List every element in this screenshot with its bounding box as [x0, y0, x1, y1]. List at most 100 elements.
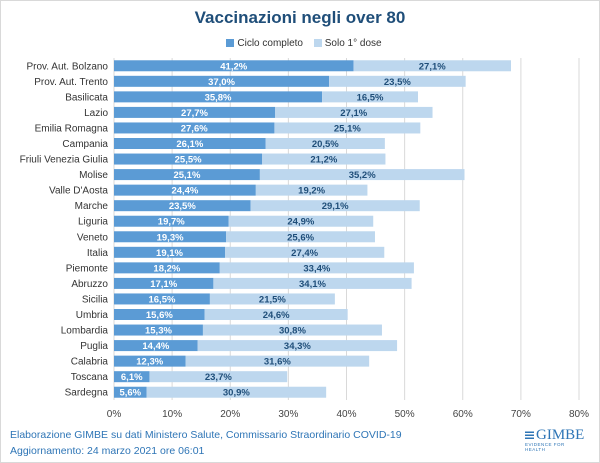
category-label: Friuli Venezia Giulia — [20, 155, 109, 166]
data-label: 33,4% — [303, 263, 330, 274]
logo-mark-icon — [525, 430, 534, 439]
category-label: Veneto — [77, 232, 109, 243]
bar-solo-prima-dose — [322, 91, 418, 103]
category-label: Abruzzo — [71, 279, 108, 290]
data-label: 6,1% — [121, 372, 143, 383]
data-label: 16,5% — [148, 294, 175, 305]
data-label: 19,7% — [158, 217, 185, 228]
gimbe-logo: GIMBE EVIDENCE FOR HEALTH — [525, 428, 585, 452]
legend: Ciclo completo Solo 1° dose — [0, 38, 600, 49]
bar-solo-prima-dose — [228, 215, 374, 227]
footer-source: Elaborazione GIMBE su dati Ministero Sal… — [10, 429, 402, 441]
data-label: 30,9% — [223, 388, 250, 399]
bar-solo-prima-dose — [226, 231, 375, 243]
bar-ciclo-completo — [114, 246, 226, 258]
data-label: 15,3% — [145, 326, 172, 337]
data-label: 24,9% — [287, 217, 314, 228]
data-label: 35,8% — [205, 92, 232, 103]
data-label: 34,1% — [299, 279, 326, 290]
bar-ciclo-completo — [114, 355, 186, 367]
bar-ciclo-completo — [114, 215, 229, 227]
x-tick-label: 60% — [453, 409, 473, 420]
x-tick-label: 80% — [569, 409, 589, 420]
legend-label-solo-prima-dose: Solo 1° dose — [324, 38, 382, 49]
data-label: 23,5% — [384, 77, 411, 88]
x-tick-label: 10% — [162, 409, 182, 420]
bar-solo-prima-dose — [275, 106, 433, 118]
bar-solo-prima-dose — [353, 60, 511, 72]
data-label: 15,6% — [146, 310, 173, 321]
data-label: 16,5% — [357, 92, 384, 103]
bar-ciclo-completo — [114, 371, 150, 383]
bar-solo-prima-dose — [149, 371, 288, 383]
data-label: 25,1% — [334, 123, 361, 134]
data-label: 24,4% — [171, 186, 198, 197]
bar-solo-prima-dose — [219, 262, 414, 274]
bar-ciclo-completo — [114, 169, 260, 181]
category-label: Valle D'Aosta — [49, 186, 108, 197]
category-label: Lombardia — [61, 326, 109, 337]
data-label: 19,3% — [157, 232, 184, 243]
bar-ciclo-completo — [114, 293, 210, 305]
category-label: Basilicata — [65, 92, 108, 103]
data-label: 35,2% — [349, 170, 376, 181]
category-label: Puglia — [80, 341, 108, 352]
bar-ciclo-completo — [114, 231, 227, 243]
category-label: Liguria — [78, 217, 108, 228]
data-label: 5,6% — [119, 388, 141, 399]
bar-ciclo-completo — [114, 200, 251, 212]
bar-solo-prima-dose — [329, 75, 466, 87]
data-label: 19,2% — [298, 186, 325, 197]
x-tick-label: 0% — [107, 409, 122, 420]
category-label: Calabria — [71, 357, 109, 368]
data-label: 14,4% — [142, 341, 169, 352]
bar-solo-prima-dose — [202, 324, 382, 336]
legend-swatch-ciclo-completo — [226, 39, 235, 47]
bar-ciclo-completo — [114, 91, 323, 103]
footer-updated: Aggiornamento: 24 marzo 2021 ore 06:01 — [10, 445, 205, 457]
bar-solo-prima-dose — [146, 386, 327, 398]
data-label: 23,5% — [169, 201, 196, 212]
data-label: 34,3% — [284, 341, 311, 352]
data-label: 20,5% — [312, 139, 339, 150]
bar-solo-prima-dose — [255, 184, 368, 196]
data-label: 27,1% — [340, 108, 367, 119]
category-label: Lazio — [84, 108, 108, 119]
bar-solo-prima-dose — [225, 246, 385, 258]
x-tick-label: 40% — [336, 409, 356, 420]
data-label: 21,5% — [259, 294, 286, 305]
bar-ciclo-completo — [114, 60, 354, 72]
data-label: 41,2% — [220, 61, 247, 72]
bar-solo-prima-dose — [213, 277, 412, 289]
data-label: 27,7% — [181, 108, 208, 119]
data-label: 12,3% — [136, 357, 163, 368]
bar-ciclo-completo — [114, 277, 214, 289]
data-label: 19,1% — [156, 248, 183, 259]
bar-solo-prima-dose — [209, 293, 335, 305]
bar-solo-prima-dose — [274, 122, 421, 134]
category-label: Prov. Aut. Trento — [34, 77, 108, 88]
data-label: 26,1% — [176, 139, 203, 150]
category-label: Sardegna — [65, 388, 109, 399]
category-label: Emilia Romagna — [35, 123, 109, 134]
category-label: Piemonte — [66, 263, 109, 274]
x-tick-label: 20% — [220, 409, 240, 420]
category-label: Sicilia — [82, 294, 109, 305]
bar-solo-prima-dose — [204, 309, 348, 320]
bar-solo-prima-dose — [185, 355, 370, 367]
category-label: Prov. Aut. Bolzano — [26, 61, 108, 72]
bar-ciclo-completo — [114, 386, 147, 398]
data-label: 30,8% — [279, 326, 306, 337]
logo-name: GIMBE — [536, 427, 585, 443]
chart-title: Vaccinazioni negli over 80 — [194, 8, 406, 27]
data-label: 37,0% — [208, 77, 235, 88]
data-label: 25,6% — [287, 232, 314, 243]
logo-tagline: EVIDENCE FOR HEALTH — [525, 442, 565, 452]
bar-ciclo-completo — [114, 106, 276, 118]
category-label: Toscana — [71, 372, 109, 383]
data-label: 23,7% — [205, 372, 232, 383]
bar-ciclo-completo — [114, 324, 203, 336]
data-label: 25,1% — [173, 170, 200, 181]
bar-solo-prima-dose — [250, 200, 420, 212]
